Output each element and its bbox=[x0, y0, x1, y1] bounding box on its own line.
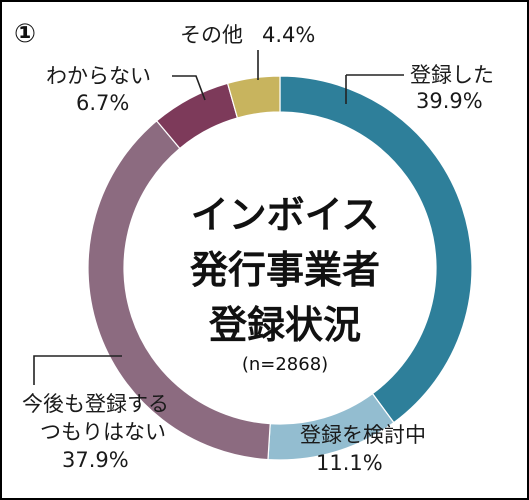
panel-marker: ① bbox=[14, 19, 36, 49]
slice-label-considering-name: 登録を検討中 bbox=[300, 423, 426, 447]
slice-label-not-register-percent: 37.9% bbox=[62, 448, 129, 472]
chart-title-line-2: 発行事業者 bbox=[190, 248, 380, 292]
slice-label-other: その他 4.4% bbox=[180, 23, 315, 47]
leader-line-not-register bbox=[33, 355, 122, 385]
slice-label-other-percent: 4.4% bbox=[262, 23, 315, 47]
slice-label-considering: 登録を検討中 11.1% bbox=[300, 423, 426, 475]
slice-label-considering-percent: 11.1% bbox=[316, 451, 383, 475]
slice-label-registered: 登録した 39.9% bbox=[410, 63, 494, 113]
chart-sample-size: (n=2868) bbox=[242, 354, 328, 375]
slice-label-registered-percent: 39.9% bbox=[416, 89, 483, 113]
slice-label-not-register-line-1: 今後も登録する bbox=[22, 392, 169, 416]
leader-lines bbox=[33, 50, 404, 385]
donut-slices bbox=[87, 75, 473, 461]
slice-label-not-register: 今後も登録する つもりはない 37.9% bbox=[22, 392, 169, 472]
slice-label-unknown: わからない 6.7% bbox=[46, 64, 151, 115]
slice-label-not-register-line-2: つもりはない bbox=[40, 420, 166, 444]
chart-title-line-3: 登録状況 bbox=[208, 303, 361, 347]
slice-label-registered-name: 登録した bbox=[410, 63, 494, 87]
slice-label-unknown-name: わからない bbox=[46, 64, 151, 88]
slice-label-other-name: その他 bbox=[180, 23, 243, 47]
donut-slice-other bbox=[226, 75, 281, 119]
chart-title-line-1: インボイス bbox=[191, 193, 380, 237]
slice-label-unknown-percent: 6.7% bbox=[76, 91, 129, 115]
leader-line-unknown bbox=[172, 75, 206, 101]
